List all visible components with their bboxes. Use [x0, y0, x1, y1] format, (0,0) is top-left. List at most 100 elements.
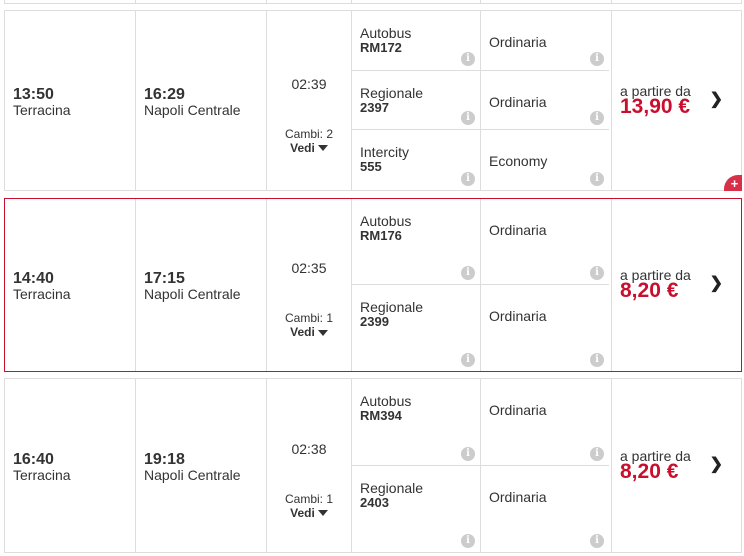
- fare-name: Ordinaria: [489, 402, 547, 418]
- train-number: 555: [360, 159, 382, 175]
- segment-fare: Ordinaria i: [481, 285, 609, 371]
- train-number: RM172: [360, 40, 402, 55]
- segment-fare: Economy i: [481, 130, 609, 190]
- train-number: RM394: [360, 408, 402, 423]
- trains-column: Autobus RM176 i Regionale 2399 i: [352, 199, 481, 371]
- fares-column: Ordinaria i Ordinaria i: [481, 379, 612, 552]
- segment-train: Regionale 2399 i: [352, 285, 480, 371]
- departure-time: 13:50: [13, 85, 54, 103]
- train-type: Autobus: [360, 213, 412, 229]
- details-toggle[interactable]: Vedi: [267, 325, 351, 339]
- from-label: a partire da: [620, 447, 691, 464]
- duration: 02:38: [291, 440, 327, 457]
- arrival-station: Napoli Centrale: [144, 466, 241, 483]
- details-label: Vedi: [290, 325, 315, 339]
- caret-down-icon: [317, 145, 328, 152]
- fare-name: Ordinaria: [489, 222, 547, 238]
- segment-fare: Ordinaria i: [481, 11, 609, 71]
- info-icon[interactable]: i: [590, 266, 604, 280]
- departure-time: 16:40: [13, 450, 54, 468]
- train-number: 2397: [360, 99, 389, 115]
- departure-column: 14:40 Terracina: [5, 199, 136, 371]
- segment-fare: Ordinaria i: [481, 71, 609, 131]
- departure-column: 16:40 Terracina: [5, 379, 136, 552]
- caret-down-icon: [317, 329, 328, 336]
- departure-station: Terracina: [13, 101, 71, 118]
- info-icon[interactable]: i: [461, 353, 475, 367]
- previous-solution-card: [4, 0, 742, 4]
- segment-train: Autobus RM176 i: [352, 199, 480, 285]
- segment-fare: Ordinaria i: [481, 199, 609, 285]
- solution-card[interactable]: 16:40 Terracina 19:18 Napoli Centrale 02…: [4, 378, 742, 553]
- fare-name: Ordinaria: [489, 34, 547, 50]
- train-number: 2399: [360, 314, 389, 329]
- train-type: Autobus: [360, 25, 412, 41]
- changes-count: Cambi: 1: [284, 311, 334, 325]
- duration: 02:35: [291, 260, 327, 276]
- train-type: Regionale: [360, 299, 424, 315]
- price: 8,20 €: [620, 279, 679, 302]
- duration-column: 02:35 Cambi: 1 Vedi: [267, 199, 352, 371]
- train-number: 2403: [360, 494, 389, 510]
- segment-fare: Ordinaria i: [481, 379, 609, 466]
- arrival-column: 17:15 Napoli Centrale: [136, 199, 267, 371]
- train-type: Regionale: [360, 479, 424, 496]
- caret-down-icon: [317, 510, 328, 517]
- train-type: Autobus: [360, 393, 412, 409]
- trains-column: Autobus RM172 i Regionale 2397 i Interci…: [352, 11, 481, 190]
- solution-card[interactable]: 13:50 Terracina 16:29 Napoli Centrale 02…: [4, 10, 742, 191]
- details-toggle[interactable]: Vedi: [267, 141, 351, 155]
- duration: 02:39: [291, 75, 327, 92]
- info-icon[interactable]: i: [461, 51, 475, 66]
- fares-column: Ordinaria i Ordinaria i Economy i: [481, 11, 612, 190]
- info-icon[interactable]: i: [461, 266, 475, 280]
- segment-train: Regionale 2397 i: [352, 71, 480, 131]
- arrival-time: 16:29: [144, 85, 185, 103]
- arrival-station: Napoli Centrale: [144, 286, 241, 302]
- info-icon[interactable]: i: [590, 534, 604, 548]
- chevron-right-icon[interactable]: ❯: [709, 275, 723, 292]
- details-label: Vedi: [290, 140, 315, 155]
- info-icon[interactable]: i: [590, 171, 604, 186]
- fares-column: Ordinaria i Ordinaria i: [481, 199, 612, 371]
- info-icon[interactable]: i: [590, 446, 604, 461]
- info-icon[interactable]: i: [461, 111, 475, 126]
- fare-name: Ordinaria: [489, 93, 547, 110]
- duration-column: 02:39 Cambi: 2 Vedi: [267, 11, 352, 190]
- train-type: Regionale: [360, 84, 424, 101]
- from-label: a partire da: [620, 82, 691, 99]
- changes-count: Cambi: 1: [284, 491, 334, 506]
- info-icon[interactable]: i: [461, 446, 475, 461]
- changes-count: Cambi: 2: [284, 126, 334, 141]
- segment-train: Autobus RM172 i: [352, 11, 480, 71]
- segment-train: Intercity 555 i: [352, 130, 480, 190]
- train-type: Intercity: [360, 144, 410, 161]
- segment-fare: Ordinaria i: [481, 466, 609, 553]
- details-toggle[interactable]: Vedi: [267, 506, 351, 520]
- solution-card[interactable]: 14:40 Terracina 17:15 Napoli Centrale 02…: [4, 198, 742, 372]
- info-icon[interactable]: i: [590, 51, 604, 66]
- arrival-column: 16:29 Napoli Centrale: [136, 11, 267, 190]
- chevron-right-icon[interactable]: ❯: [709, 455, 723, 473]
- chevron-right-icon[interactable]: ❯: [709, 90, 723, 108]
- segment-train: Regionale 2403 i: [352, 466, 480, 553]
- departure-time: 14:40: [13, 270, 54, 287]
- price-column[interactable]: a partire da 8,20 € ❯: [612, 379, 741, 552]
- departure-column: 13:50 Terracina: [5, 11, 136, 190]
- arrival-column: 19:18 Napoli Centrale: [136, 379, 267, 552]
- train-number: RM176: [360, 228, 402, 243]
- info-icon[interactable]: i: [461, 171, 475, 186]
- details-label: Vedi: [290, 505, 315, 520]
- plus-icon[interactable]: +: [724, 175, 742, 191]
- info-icon[interactable]: i: [590, 353, 604, 367]
- info-icon[interactable]: i: [461, 534, 475, 548]
- price-column[interactable]: a partire da 13,90 € ❯ +: [612, 11, 742, 191]
- from-label: a partire da: [620, 267, 691, 283]
- departure-station: Terracina: [13, 286, 71, 302]
- price-column[interactable]: a partire da 8,20 € ❯: [612, 199, 741, 371]
- arrival-time: 19:18: [144, 450, 185, 468]
- duration-column: 02:38 Cambi: 1 Vedi: [267, 379, 352, 552]
- trains-column: Autobus RM394 i Regionale 2403 i: [352, 379, 481, 552]
- fare-name: Economy: [489, 153, 548, 170]
- info-icon[interactable]: i: [590, 111, 604, 126]
